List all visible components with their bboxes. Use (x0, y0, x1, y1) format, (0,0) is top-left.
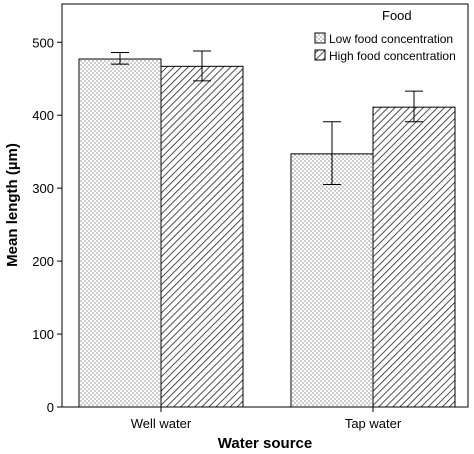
error-bars (111, 50, 423, 186)
y-axis: 0 100 200 300 400 500 (32, 35, 62, 415)
x-tick-label-tap-water: Tap water (345, 416, 402, 431)
y-tick-label-0: 0 (47, 400, 54, 415)
y-tick-label-500: 500 (32, 35, 54, 50)
y-tick-label-100: 100 (32, 327, 54, 342)
legend: Food Low food concentration High food co… (314, 8, 456, 63)
y-tick-label-400: 400 (32, 108, 54, 123)
y-axis-title: Mean length (µm) (4, 143, 21, 267)
x-axis: Well water Tap water (131, 407, 402, 431)
y-tick-label-300: 300 (32, 181, 54, 196)
legend-swatch-low-food (314, 32, 326, 44)
legend-label-high-food: High food concentration (329, 49, 456, 63)
x-tick-label-well-water: Well water (131, 416, 192, 431)
bar-tap-water-high-food-concentration (372, 106, 456, 408)
legend-title: Food (382, 8, 412, 23)
legend-swatch-high-food (314, 49, 326, 61)
bar-well-water-low-food-concentration (78, 58, 162, 408)
bars (78, 58, 456, 408)
x-axis-title: Water source (218, 435, 312, 452)
plot-frame (61, 3, 469, 408)
bar-well-water-high-food-concentration (160, 65, 244, 408)
y-tick-label-200: 200 (32, 254, 54, 269)
bar-tap-water-low-food-concentration (290, 153, 374, 408)
legend-label-low-food: Low food concentration (329, 32, 453, 46)
